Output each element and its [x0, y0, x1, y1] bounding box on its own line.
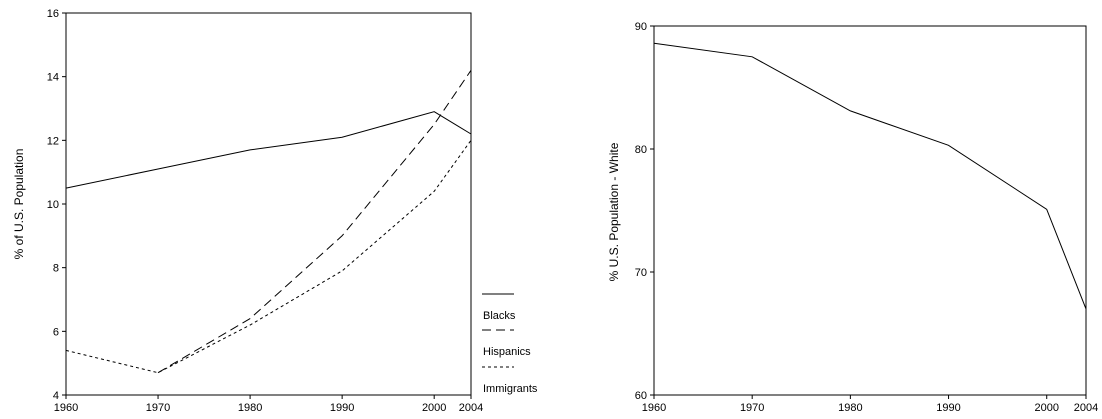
y-tick-label: 90 [635, 21, 647, 33]
x-tick-label: 1970 [740, 402, 764, 414]
plot-frame [653, 25, 1087, 396]
legend-label-immigrants: Immigrants [483, 383, 538, 395]
left-series-group [65, 70, 472, 374]
x-tick-label: 1980 [238, 402, 262, 414]
x-tick-label: 2004 [459, 402, 483, 414]
x-tick-label: 1960 [642, 402, 666, 414]
legend-label-hispanics: Hispanics [483, 346, 531, 358]
line-blacks [65, 111, 472, 189]
chart-left: 1960 1970 1980 1990 2000 2004 4 6 8 10 12 14 16 % o… [12, 8, 538, 414]
x-tick-label: 2000 [1034, 402, 1058, 414]
right-x-axis: 1960 1970 1980 1990 2000 2004 [642, 395, 1098, 414]
y-tick-label: 6 [53, 326, 59, 338]
x-tick-label: 2004 [1074, 402, 1098, 414]
plot-frame [65, 12, 472, 396]
y-tick-label: 12 [47, 135, 59, 147]
right-series-group [653, 42, 1087, 310]
x-tick-label: 1980 [838, 402, 862, 414]
right-y-axis: 60 70 80 90 [635, 21, 654, 402]
line-immigrants [65, 140, 472, 374]
x-tick-label: 2000 [422, 402, 446, 414]
legend-label-blacks: Blacks [483, 310, 516, 322]
y-tick-label: 10 [47, 199, 59, 211]
legend: Blacks Hispanics Immigrants [482, 293, 538, 395]
line-hispanics [157, 70, 472, 374]
y-tick-label: 60 [635, 390, 647, 402]
y-tick-label: 16 [47, 8, 59, 20]
x-tick-label: 1990 [330, 402, 354, 414]
left-x-axis: 1960 1970 1980 1990 2000 2004 [54, 395, 483, 414]
x-tick-label: 1970 [146, 402, 170, 414]
y-tick-label: 8 [53, 263, 59, 275]
y-tick-label: 4 [53, 390, 59, 402]
y-tick-label: 80 [635, 144, 647, 156]
left-y-axis-label: % of U.S. Population [12, 149, 26, 260]
x-tick-label: 1960 [54, 402, 78, 414]
y-tick-label: 14 [47, 72, 59, 84]
left-y-axis: 4 6 8 10 12 14 16 [47, 8, 66, 402]
y-tick-label: 70 [635, 267, 647, 279]
x-tick-label: 1990 [936, 402, 960, 414]
chart-right: 1960 1970 1980 1990 2000 2004 60 70 80 90 % U.S.… [607, 21, 1098, 414]
line-series-1 [653, 42, 1087, 310]
right-y-axis-label: % U.S. Population - White [607, 142, 621, 281]
